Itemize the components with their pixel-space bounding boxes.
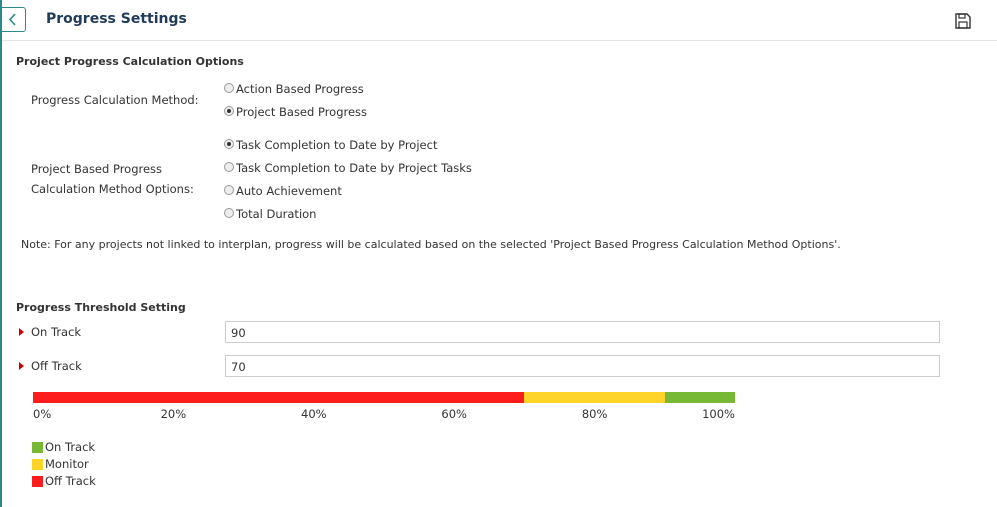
tick-label: 80% bbox=[581, 407, 608, 421]
radio-label[interactable]: Action Based Progress bbox=[236, 82, 364, 96]
radio-label[interactable]: Project Based Progress bbox=[236, 105, 368, 119]
note: Note: For any projects not linked to int… bbox=[21, 238, 841, 251]
page-title: Progress Settings bbox=[46, 11, 187, 27]
text-input[interactable]: 70 bbox=[225, 355, 940, 377]
legend-label: Off Track bbox=[45, 474, 96, 488]
tick-label: 20% bbox=[160, 407, 187, 421]
radio-button[interactable] bbox=[224, 83, 234, 93]
header: Progress Settings bbox=[0, 0, 997, 41]
radio-label[interactable]: Task Completion to Date by Project Tasks bbox=[236, 161, 472, 175]
bar-segment bbox=[524, 392, 665, 403]
radio-label[interactable]: Total Duration bbox=[236, 207, 317, 221]
tick-label: 0% bbox=[33, 407, 52, 421]
legend-swatch bbox=[32, 476, 43, 487]
tick-label: 60% bbox=[441, 407, 467, 421]
text-input[interactable]: 90 bbox=[225, 321, 940, 343]
radio-button[interactable] bbox=[224, 185, 234, 195]
tick-label: 100% bbox=[702, 407, 735, 421]
field-label: Project Based Progress bbox=[31, 162, 163, 176]
section-title: Progress Threshold Setting bbox=[16, 301, 186, 314]
bar-segment bbox=[33, 392, 525, 403]
back-button[interactable] bbox=[0, 7, 26, 32]
legend-label: On Track bbox=[45, 440, 96, 454]
tick-label: 40% bbox=[301, 407, 327, 421]
field-label: Off Track bbox=[31, 359, 82, 373]
field-label: Calculation Method Options: bbox=[31, 182, 194, 196]
legend-swatch bbox=[32, 442, 43, 453]
legend-swatch bbox=[32, 459, 43, 470]
marker bbox=[19, 362, 24, 370]
radio-label[interactable]: Auto Achievement bbox=[236, 184, 342, 198]
marker bbox=[19, 328, 24, 336]
radio-button[interactable] bbox=[224, 139, 234, 149]
back-icon bbox=[8, 13, 16, 26]
field-label: On Track bbox=[31, 325, 82, 339]
bar-segment bbox=[664, 392, 735, 403]
radio-label[interactable]: Task Completion to Date by Project bbox=[236, 138, 438, 152]
radio-button[interactable] bbox=[224, 208, 234, 218]
radio-button[interactable] bbox=[224, 162, 234, 172]
save-button[interactable] bbox=[954, 12, 972, 30]
radio-button[interactable] bbox=[224, 106, 234, 116]
legend-label: Monitor bbox=[45, 457, 89, 471]
section-title: Project Progress Calculation Options bbox=[16, 55, 244, 68]
field-label: Progress Calculation Method: bbox=[31, 93, 199, 107]
